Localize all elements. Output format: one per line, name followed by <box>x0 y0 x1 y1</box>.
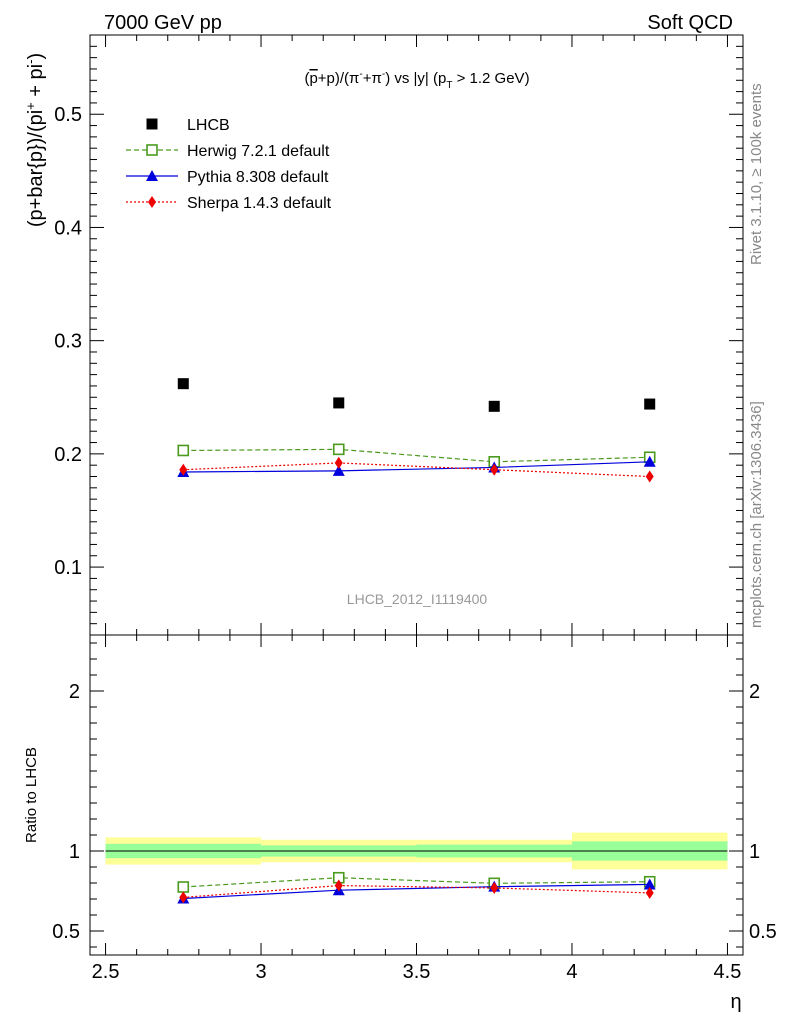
ratio-series-line <box>183 883 650 900</box>
main-plot-panel: 0.1 0.2 0.3 0.4 0.5 (p+p)/(π-+π-) vs |y| (pT… <box>23 34 744 636</box>
data-marker <box>334 456 343 469</box>
data-marker <box>332 464 345 476</box>
series-line <box>183 462 650 478</box>
ratio-y-axis-label: Ratio to LHCB <box>23 747 40 843</box>
x-tick-labels: 2.5 3 3.5 4 4.5 <box>92 961 742 983</box>
data-marker <box>146 118 158 130</box>
legend-label: LHCB <box>187 117 230 134</box>
ratio-y-tick-label-left: 2 <box>69 681 80 703</box>
series-line <box>183 461 650 473</box>
data-marker <box>146 144 158 156</box>
series-sherpa <box>179 456 654 483</box>
y-tick-label: 0.1 <box>54 557 82 579</box>
data-marker <box>177 881 190 893</box>
x-tick-label: 4 <box>566 961 577 983</box>
legend-label: Sherpa 1.4.3 default <box>187 195 332 212</box>
ratio-y-tick-label-right: 0.5 <box>749 921 777 943</box>
ratio-axis-ticks <box>90 635 743 955</box>
data-marker <box>146 170 158 181</box>
header-category-label: Soft QCD <box>647 12 733 34</box>
ratio-y-tick-label-right: 2 <box>749 681 760 703</box>
plot-title: (p+p)/(π-+π-) vs |y| (pT > 1.2 GeV) <box>304 69 529 91</box>
ratio-y-tick-label-left: 1 <box>69 841 80 863</box>
main-axis-ticks <box>90 35 743 635</box>
data-marker <box>490 463 499 476</box>
data-marker <box>179 463 188 476</box>
series-herwig <box>177 443 656 468</box>
ratio-series-line <box>183 884 650 898</box>
ratio-series-group <box>177 871 656 904</box>
ratio-y-tick-label-left: 0.5 <box>52 921 80 943</box>
analysis-watermark: LHCB_2012_I1119400 <box>347 591 488 607</box>
legend-item: Sherpa 1.4.3 default <box>126 195 332 212</box>
legend-item: Herwig 7.2.1 default <box>126 143 330 160</box>
data-marker <box>643 878 656 890</box>
series-lhcb <box>177 378 656 412</box>
ratio-plot-frame <box>89 634 744 956</box>
data-marker <box>148 196 156 208</box>
main-y-tick-labels: 0.1 0.2 0.3 0.4 0.5 <box>54 104 82 579</box>
data-marker <box>332 443 345 456</box>
x-axis-label: η <box>730 991 741 1013</box>
data-marker <box>643 455 656 467</box>
series-line <box>183 448 650 463</box>
main-series-group <box>177 378 656 483</box>
y-tick-label: 0.4 <box>54 217 82 239</box>
y-tick-label: 0.2 <box>54 444 82 466</box>
data-marker <box>645 470 654 483</box>
y-tick-label: 0.3 <box>54 331 82 353</box>
legend-label: Pythia 8.308 default <box>187 169 329 186</box>
main-y-axis-label: (p+bar{p})/(pi+ + pi-) <box>23 53 47 227</box>
x-tick-label: 3.5 <box>403 961 431 983</box>
ratio-plot-panel: 0.5 0.5 1 1 2 2 2.5 3 3.5 4 4.5 Ratio to LHCB η <box>23 634 777 1013</box>
legend-item: LHCB <box>146 117 230 134</box>
data-marker <box>645 886 654 899</box>
data-marker <box>644 398 656 410</box>
data-marker <box>177 378 189 390</box>
legend-item: Pythia 8.308 default <box>126 169 329 186</box>
ratio-series-line <box>183 877 650 888</box>
data-marker <box>177 444 190 457</box>
ratio-series-herwig <box>177 871 656 893</box>
mcplots-ref-label: mcplots.cern.ch [arXiv:1306.3436] <box>748 401 765 628</box>
ratio-series-sherpa <box>179 879 654 904</box>
y-tick-label: 0.5 <box>54 104 82 126</box>
legend-label: Herwig 7.2.1 default <box>187 143 330 160</box>
rivet-info-label: Rivet 3.1.10, ≥ 100k events <box>748 83 765 265</box>
data-marker <box>490 881 499 894</box>
data-marker <box>334 879 343 892</box>
x-tick-label: 4.5 <box>714 961 742 983</box>
x-tick-label: 2.5 <box>92 961 120 983</box>
data-marker <box>179 891 188 904</box>
ratio-y-tick-labels: 0.5 0.5 1 1 2 2 <box>52 681 777 943</box>
ratio-uncertainty-bands <box>105 832 728 870</box>
header-energy-label: 7000 GeV pp <box>104 12 222 34</box>
legend: LHCB Herwig 7.2.1 default Pythia 8.308 def… <box>126 117 332 212</box>
ratio-y-tick-label-right: 1 <box>749 841 760 863</box>
x-tick-label: 3 <box>255 961 266 983</box>
data-marker <box>333 397 345 409</box>
data-marker <box>488 400 500 412</box>
